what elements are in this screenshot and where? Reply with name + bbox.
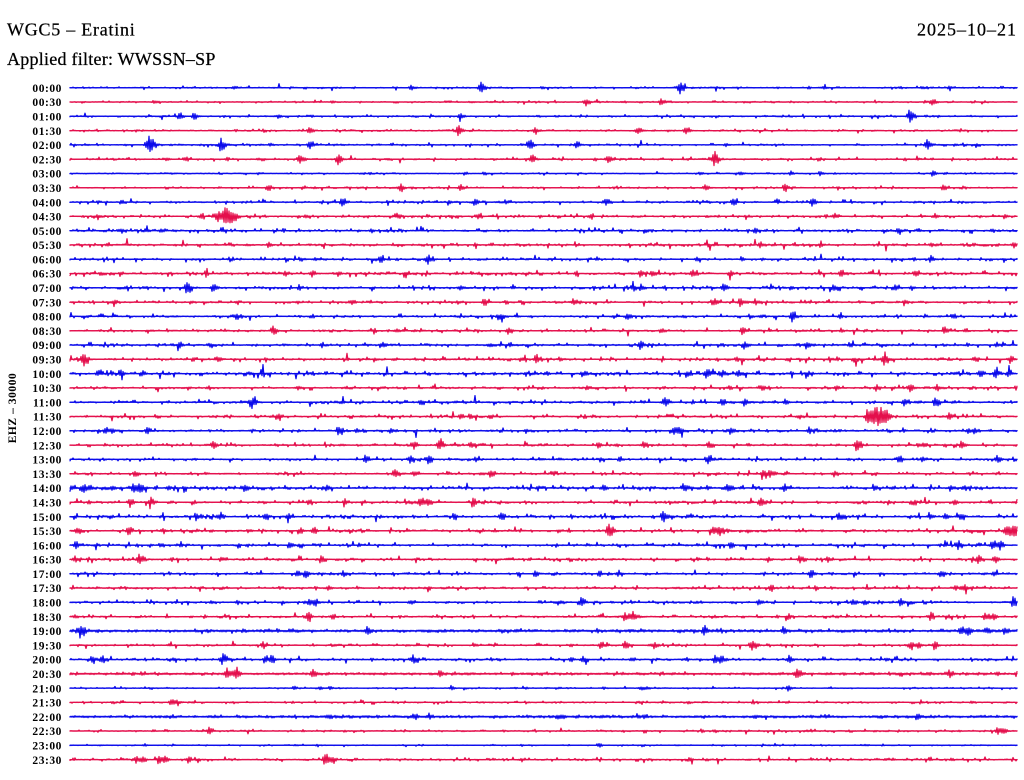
svg-text:11:00: 11:00	[33, 397, 62, 409]
svg-text:16:00: 16:00	[32, 540, 62, 552]
svg-text:09:00: 09:00	[32, 340, 62, 352]
svg-text:06:30: 06:30	[32, 269, 62, 281]
svg-text:12:00: 12:00	[32, 426, 62, 438]
svg-text:21:00: 21:00	[32, 683, 62, 695]
svg-text:17:30: 17:30	[32, 583, 62, 595]
svg-text:13:00: 13:00	[32, 455, 62, 467]
svg-text:17:00: 17:00	[32, 569, 62, 581]
svg-text:14:00: 14:00	[32, 483, 62, 495]
svg-text:05:30: 05:30	[32, 240, 62, 252]
svg-text:18:30: 18:30	[32, 612, 62, 624]
svg-text:EHZ – 30000: EHZ – 30000	[7, 373, 19, 444]
svg-text:15:30: 15:30	[32, 526, 62, 538]
svg-text:18:00: 18:00	[32, 598, 62, 610]
svg-text:00:00: 00:00	[32, 83, 62, 95]
svg-text:20:30: 20:30	[32, 669, 62, 681]
svg-text:07:00: 07:00	[32, 283, 62, 295]
svg-text:02:30: 02:30	[32, 154, 62, 166]
svg-text:02:00: 02:00	[32, 140, 62, 152]
svg-text:Applied filter: WWSSN–SP: Applied filter: WWSSN–SP	[7, 49, 216, 69]
svg-text:23:30: 23:30	[32, 755, 62, 767]
svg-text:09:30: 09:30	[32, 355, 62, 367]
svg-text:21:30: 21:30	[32, 698, 62, 710]
svg-text:11:30: 11:30	[33, 412, 62, 424]
svg-text:04:30: 04:30	[32, 212, 62, 224]
svg-text:10:30: 10:30	[32, 383, 62, 395]
svg-text:WGC5 – Eratini: WGC5 – Eratini	[7, 20, 135, 40]
svg-text:08:00: 08:00	[32, 312, 62, 324]
svg-text:12:30: 12:30	[32, 440, 62, 452]
svg-text:03:30: 03:30	[32, 183, 62, 195]
svg-text:2025–10–21: 2025–10–21	[917, 20, 1017, 40]
svg-text:19:30: 19:30	[32, 640, 62, 652]
svg-text:04:00: 04:00	[32, 197, 62, 209]
svg-text:01:30: 01:30	[32, 126, 62, 138]
svg-text:07:30: 07:30	[32, 297, 62, 309]
svg-text:01:00: 01:00	[32, 112, 62, 124]
svg-text:22:00: 22:00	[32, 712, 62, 724]
svg-text:19:00: 19:00	[32, 626, 62, 638]
svg-text:15:00: 15:00	[32, 512, 62, 524]
svg-text:16:30: 16:30	[32, 555, 62, 567]
svg-text:08:30: 08:30	[32, 326, 62, 338]
svg-text:14:30: 14:30	[32, 498, 62, 510]
svg-text:22:30: 22:30	[32, 726, 62, 738]
svg-text:00:30: 00:30	[32, 97, 62, 109]
svg-text:06:00: 06:00	[32, 254, 62, 266]
svg-text:03:00: 03:00	[32, 169, 62, 181]
svg-text:10:00: 10:00	[32, 369, 62, 381]
svg-text:20:00: 20:00	[32, 655, 62, 667]
svg-text:23:00: 23:00	[32, 741, 62, 753]
svg-text:05:00: 05:00	[32, 226, 62, 238]
svg-text:13:30: 13:30	[32, 469, 62, 481]
